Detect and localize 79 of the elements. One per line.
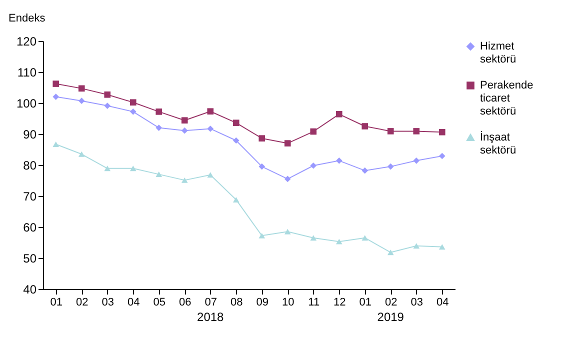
point [438,128,446,136]
point [362,123,368,130]
legend-label: Hizmet sektörü [480,40,516,66]
point [130,166,136,172]
y-tick-label: 120 [16,34,37,48]
point [232,137,240,144]
x-tick-label: 04 [128,296,140,308]
point [413,158,420,164]
point [387,250,394,256]
point [52,94,60,100]
point [130,108,136,115]
point [413,128,420,134]
text: 2019 [377,310,404,324]
x-tick-label: 02 [385,296,398,308]
point [310,235,317,241]
point [181,127,188,134]
point [156,124,162,131]
x-tick-label: 10 [282,296,294,308]
point [207,172,214,178]
point [387,128,394,134]
point [438,152,446,160]
point [52,80,60,87]
y-tick-label: 90 [23,128,37,142]
point [232,196,240,202]
point [181,117,188,124]
y-tick-label: 40 [23,282,37,296]
text: 2018 [197,310,224,324]
point [156,172,162,178]
x-tick-label: 03 [410,296,423,308]
point [362,235,368,241]
point [258,163,266,170]
y-tick-label: 100 [16,96,37,110]
point [156,108,162,115]
point [362,167,368,174]
x-tick-label: 08 [230,296,243,308]
point [104,102,111,109]
point [207,108,214,115]
point [336,238,342,244]
point [104,91,111,98]
point [130,99,136,106]
point [336,158,342,164]
x-tick-label: 01 [50,296,62,308]
point [284,228,291,234]
point [284,176,291,182]
point [258,135,266,142]
x-tick-label: 07 [204,296,217,308]
x-tick-label: 04 [436,296,449,308]
point [78,98,85,104]
y-tick-label: 110 [17,66,37,80]
legend-label: Perakende ticaret sektörü [480,80,534,118]
point [258,232,266,238]
x-tick-label: 05 [153,296,166,308]
point [387,163,394,170]
y-axis-title: Endeks [8,12,46,24]
point [78,85,85,92]
legend-label: İnşaat sektörü [480,130,516,156]
x-tick-label: 03 [102,296,114,308]
point [438,244,446,250]
point [78,151,85,157]
point [207,126,214,132]
point [232,120,240,126]
y-tick-label: 70 [23,190,37,204]
point [336,111,342,118]
x-tick-label: 01 [359,296,372,308]
point [181,177,188,183]
x-tick-label: 09 [256,296,268,308]
point [413,243,420,249]
point [310,162,317,169]
y-tick-label: 80 [23,158,37,172]
point [284,140,291,146]
point [104,166,111,172]
x-tick-label: 02 [76,296,88,308]
point [52,141,60,147]
x-tick-label: 11 [308,296,320,308]
x-tick-label: 06 [179,296,192,308]
x-tick-label: 12 [334,296,346,308]
y-tick-label: 50 [23,252,37,266]
point [310,128,317,135]
y-tick-label: 60 [23,220,37,234]
